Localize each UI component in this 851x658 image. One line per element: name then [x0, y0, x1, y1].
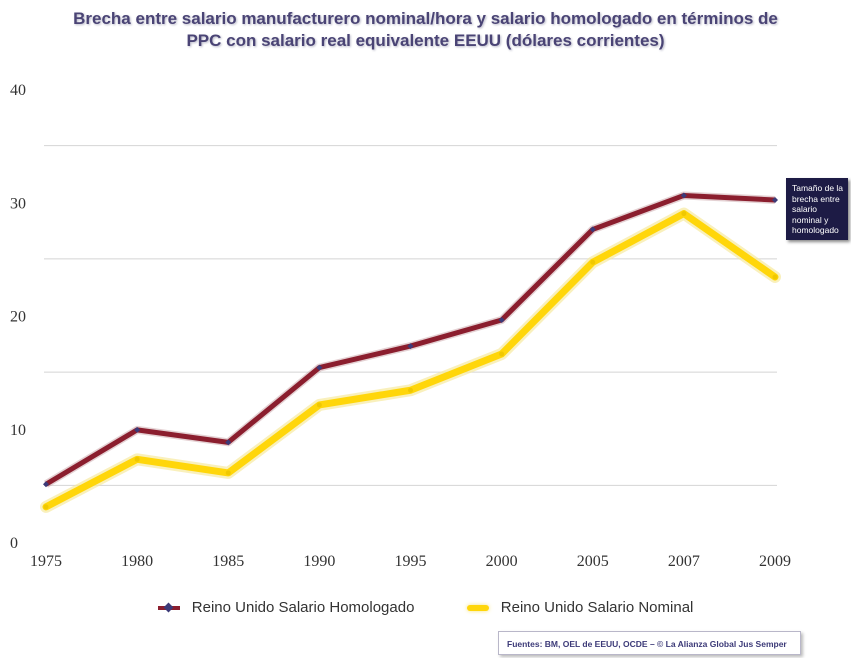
series-group: [40, 191, 781, 513]
gap-annotation: Tamaño de la brecha entre salario nomina…: [786, 178, 848, 240]
y-tick-label: 20: [10, 309, 26, 326]
point-nominal: [499, 351, 505, 357]
point-homologado: [498, 317, 505, 324]
chart-title-line-1: Brecha entre salario manufacturero nomin…: [73, 9, 778, 28]
point-homologado: [134, 426, 141, 433]
series-nominal-line: [42, 210, 779, 511]
x-tick-label: 1995: [395, 553, 427, 570]
x-tick-label: 2000: [486, 553, 518, 570]
point-homologado: [772, 196, 778, 203]
point-nominal: [408, 387, 413, 393]
point-homologado: [680, 192, 687, 199]
legend: Reino Unido Salario Homologado Reino Uni…: [0, 598, 851, 616]
point-nominal: [590, 259, 596, 265]
y-tick-label: 0: [10, 535, 18, 552]
point-nominal: [316, 402, 322, 408]
y-tick-label: 10: [10, 422, 26, 439]
point-nominal: [772, 274, 778, 280]
legend-label-nominal: Reino Unido Salario Nominal: [500, 598, 694, 616]
point-homologado: [43, 481, 49, 488]
legend-label-homologado: Reino Unido Salario Homologado: [191, 598, 415, 616]
legend-item-homologado[interactable]: Reino Unido Salario Homologado: [157, 598, 415, 616]
x-axis-ticks: 1975 1980 1985 1990 1995 2000 2005 2007 2009: [30, 553, 791, 570]
y-tick-label: 30: [10, 195, 26, 212]
point-homologado: [225, 439, 232, 446]
x-tick-label: 2007: [668, 553, 700, 570]
legend-swatch-homologado: [157, 602, 180, 613]
point-nominal: [225, 470, 231, 476]
series-homologado-line: [44, 192, 776, 487]
chart-title: Brecha entre salario manufacturero nomin…: [0, 8, 851, 52]
x-tick-label: 2005: [577, 553, 609, 570]
x-tick-label: 1990: [303, 553, 335, 570]
x-tick-label: 1985: [212, 553, 244, 570]
point-homologado: [316, 364, 323, 371]
point-homologado: [589, 226, 596, 233]
point-homologado: [407, 343, 414, 350]
x-tick-label: 1975: [30, 553, 62, 570]
point-nominal: [134, 456, 140, 462]
x-tick-label: 1980: [121, 553, 153, 570]
chart-title-line-2: PPC con salario real equivalente EEUU (d…: [186, 31, 665, 50]
legend-item-nominal[interactable]: Reino Unido Salario Nominal: [466, 598, 694, 616]
x-tick-label: 2009: [759, 553, 791, 570]
point-nominal: [681, 211, 687, 217]
y-axis-ticks: 0 10 20 30 40: [10, 82, 26, 552]
grid-lines: [44, 145, 777, 486]
line-chart: 0 10 20 30 40 1975 1980 1985 1990 1995 2000 2005 20…: [10, 82, 791, 570]
series-homologado-shadow: [43, 191, 776, 488]
diamond-marker-icon: [163, 602, 174, 613]
y-tick-label: 40: [10, 82, 26, 99]
legend-swatch-nominal: [466, 604, 489, 611]
point-nominal: [43, 504, 49, 510]
source-note: Fuentes: BM, OEL de EEUU, OCDE – © La Al…: [498, 631, 801, 655]
